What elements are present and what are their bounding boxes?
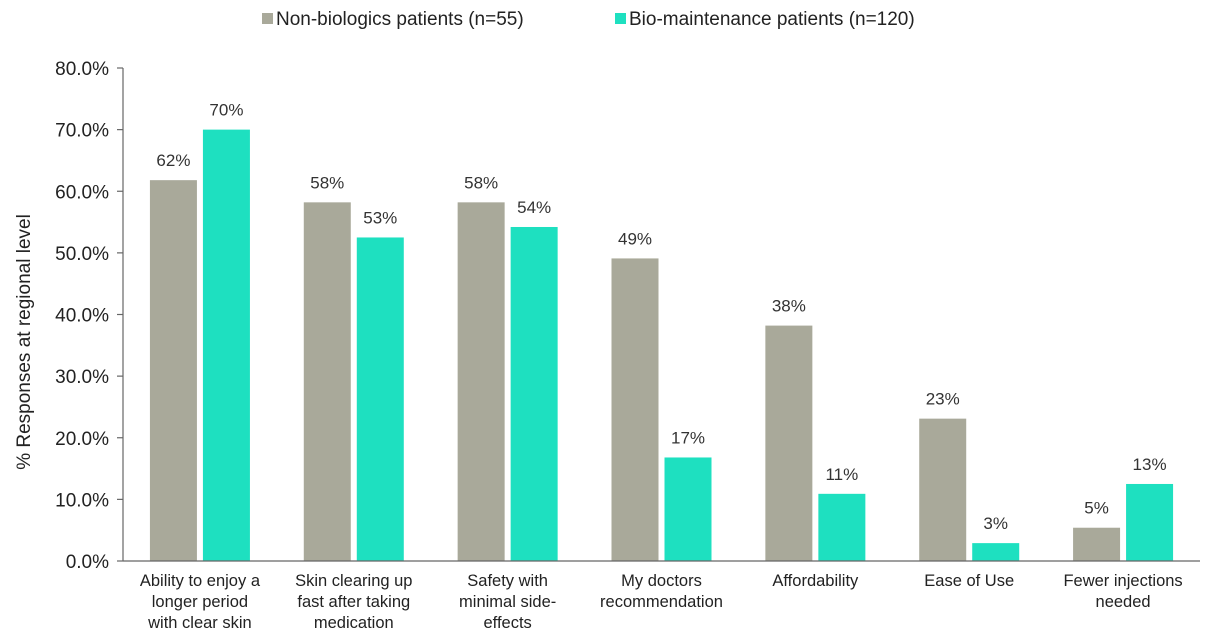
data-label: 3% [983,514,1008,533]
data-label: 5% [1084,499,1109,518]
bar-non-biologics [765,325,813,561]
bar-non-biologics [611,258,659,561]
bar-non-biologics [303,202,351,561]
x-category-label: Affordability [772,572,859,590]
y-axis-title: % Responses at regional level [14,214,35,470]
y-tick-label: 70.0% [55,121,109,142]
data-label: 58% [310,173,344,192]
y-tick-label: 30.0% [55,367,109,388]
bar-bio-maintenance [972,543,1020,561]
y-tick-label: 10.0% [55,490,109,511]
data-label: 58% [464,173,498,192]
legend: Non-biologics patients (n=55) Bio-mainten… [262,9,915,30]
x-category-label: My doctors recommendation [600,572,723,611]
data-label: 38% [772,297,806,316]
data-label: 70% [209,101,243,120]
x-axis: Ability to enjoy a longer period with clea… [123,560,1200,632]
bars: 62% 70% 58% 53% 58% 54% 49% 17% 38% 11% 23% 3% 5% 13% [149,101,1174,561]
y-tick-label: 20.0% [55,429,109,450]
data-label: 11% [825,465,858,484]
bar-bio-maintenance [664,457,712,561]
legend-label: Non-biologics patients (n=55) [276,9,524,30]
data-label: 62% [156,151,190,170]
bar-non-biologics [149,180,197,561]
bar-bio-maintenance [356,237,404,561]
bar-non-biologics [919,418,967,561]
y-axis: 0.0% 10.0% 20.0% 30.0% 40.0% 50.0% 60.0% 70.0% 8… [55,59,124,573]
data-label: 17% [671,428,705,447]
bar-bio-maintenance [818,493,866,561]
bar-non-biologics [457,202,505,561]
bar-bio-maintenance [202,129,250,561]
legend-label: Bio-maintenance patients (n=120) [629,9,915,30]
x-category-label: Ease of Use [924,572,1014,590]
y-tick-label: 40.0% [55,306,109,327]
x-category-label: Safety with minimal side-effects [459,572,556,632]
y-tick-label: 0.0% [66,552,109,573]
y-tick-label: 60.0% [55,182,109,203]
data-label: 13% [1133,455,1167,474]
legend-swatch [615,13,626,24]
y-tick-label: 80.0% [55,59,109,80]
bar-bio-maintenance [510,226,558,561]
x-category-label: Ability to enjoy a longer period with clea… [140,572,261,632]
data-label: 54% [517,198,551,217]
bar-bio-maintenance [1126,483,1174,561]
x-category-label: Fewer injections needed [1063,572,1182,611]
data-label: 53% [363,208,397,227]
data-label: 49% [618,229,652,248]
bar-non-biologics [1073,527,1121,561]
x-category-label: Skin clearing up fast after taking medicat… [295,572,412,632]
y-tick-label: 50.0% [55,244,109,265]
data-label: 23% [926,390,960,409]
legend-swatch [262,13,273,24]
